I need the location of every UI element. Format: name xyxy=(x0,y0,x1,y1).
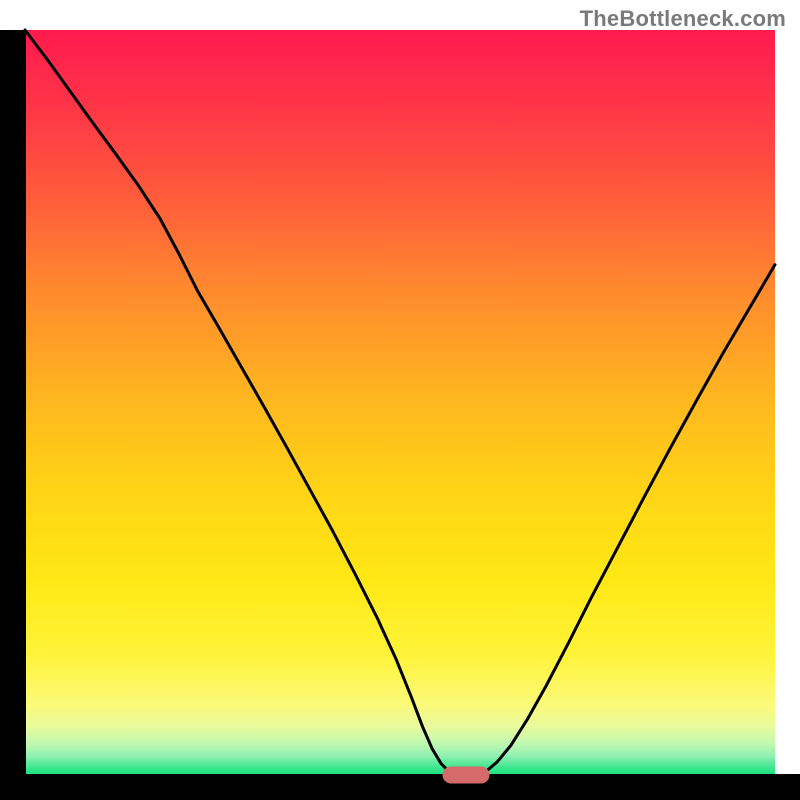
gradient-background xyxy=(25,30,775,775)
x-axis-bar xyxy=(0,774,800,800)
optimal-marker xyxy=(443,767,489,783)
chart-stage: TheBottleneck.com xyxy=(0,0,800,800)
y-axis-bar-2 xyxy=(0,30,25,800)
watermark-text: TheBottleneck.com xyxy=(580,6,786,32)
bottleneck-chart xyxy=(0,0,800,800)
